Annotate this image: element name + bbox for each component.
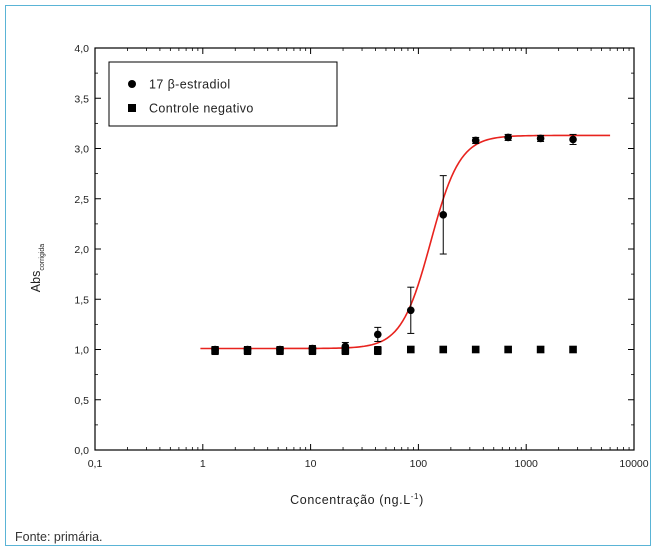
data-point-estradiol [504, 133, 512, 142]
y-tick-label: 1,5 [74, 294, 89, 306]
data-point-controle [569, 345, 577, 354]
y-tick-label: 2,5 [74, 194, 89, 206]
y-tick-label: 2,0 [74, 244, 89, 256]
data-point-controle [471, 345, 480, 354]
data-point-controle [373, 346, 382, 355]
data-point-controle [406, 345, 415, 354]
y-tick-label: 1,0 [74, 345, 89, 357]
legend-label: 17 β-estradiol [149, 78, 231, 92]
fit-curve-layer [200, 134, 611, 350]
x-tick-label: 1 [200, 458, 206, 470]
x-tick-label: 10000 [619, 458, 648, 470]
y-tick-label: 3,5 [74, 93, 89, 105]
data-point-controle [276, 346, 284, 355]
fit-curve [200, 134, 611, 350]
legend: 17 β-estradiol Controle negativo [108, 61, 338, 127]
source-note: Fonte: primária. [15, 530, 103, 544]
figure-frame: 0,1 1 10 100 1000 10000 0,0 0,5 1,0 1,5 2,0 2,5 3,0 3… [5, 5, 651, 546]
x-tick-label: 1000 [515, 458, 539, 470]
legend-box [108, 61, 338, 127]
data-point-controle [243, 346, 252, 355]
data-marks [211, 133, 577, 356]
x-axis-label: Concentração (ng.L-1) [290, 492, 424, 507]
data-point-controle [308, 346, 317, 355]
data-point-controle [341, 346, 350, 355]
chart: 0,1 1 10 100 1000 10000 0,0 0,5 1,0 1,5 2,0 2,5 3,0 3… [29, 43, 649, 507]
data-point-estradiol [569, 135, 577, 144]
x-tick-label: 100 [410, 458, 428, 470]
data-point-controle [439, 345, 448, 354]
data-point-controle [211, 346, 219, 355]
y-tick-label: 3,0 [74, 144, 89, 156]
data-point-estradiol [406, 306, 415, 315]
axes: 0,1 1 10 100 1000 10000 0,0 0,5 1,0 1,5 2,0 2,5 3,0 3… [74, 43, 648, 470]
data-point-controle [536, 345, 545, 354]
y-tick-label: 0,0 [74, 445, 89, 457]
y-tick-label: 0,5 [74, 395, 89, 407]
legend-label: Controle negativo [149, 102, 254, 116]
x-tick-label: 10 [305, 458, 317, 470]
legend-marker-circle [128, 80, 136, 88]
data-point-estradiol [536, 134, 545, 143]
data-point-estradiol [471, 136, 480, 145]
y-axis-label: Abscorrigida [29, 244, 46, 292]
data-point-controle [504, 345, 512, 354]
data-point-estradiol [439, 211, 448, 219]
legend-marker-square [128, 104, 136, 112]
y-tick-label: 4,0 [74, 43, 89, 55]
x-tick-label: 0,1 [88, 458, 103, 470]
data-point-estradiol [373, 330, 382, 339]
